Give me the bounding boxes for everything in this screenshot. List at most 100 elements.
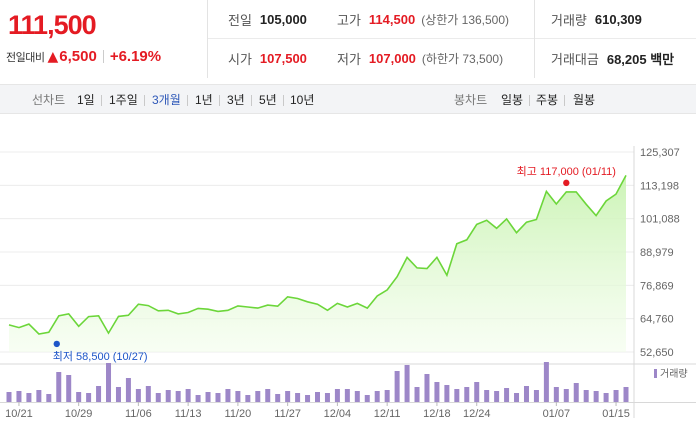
volume-bar (454, 389, 460, 402)
x-tick-label: 11/20 (225, 408, 252, 420)
volume-bar (175, 391, 181, 402)
tab-divider (251, 95, 252, 106)
tab-1day[interactable]: 1일 (77, 93, 95, 107)
tab-weekly-candle[interactable]: 주봉 (536, 93, 559, 107)
volume-bar (46, 394, 52, 402)
tab-3month[interactable]: 3개월 (152, 93, 181, 107)
price-line (8, 175, 627, 335)
volume-bar (56, 372, 62, 402)
volume-bar (603, 393, 609, 402)
volume-bar (444, 385, 450, 402)
volume-bar (165, 390, 171, 402)
volume-bar (295, 393, 301, 402)
line-chart-header: 선차트 (32, 93, 66, 107)
volume-bar (255, 391, 261, 402)
quote-row: 시가 107,500 저가 107,000 (하한가 73,500) 거래대금 … (208, 39, 696, 78)
trade-value-cell: 거래대금 68,205 백만 (534, 39, 674, 78)
up-arrow-icon: ▲ (47, 48, 59, 65)
open-label: 시가 (228, 52, 252, 67)
volume-bar (26, 393, 32, 402)
x-tick-label: 10/21 (5, 408, 33, 420)
change-label: 전일대비 (6, 50, 45, 64)
tab-divider (219, 95, 220, 106)
y-tick-label: 125,307 (640, 147, 680, 159)
price-area (9, 175, 626, 352)
tab-divider (564, 95, 565, 106)
volume-bar (613, 390, 619, 402)
y-tick-label: 113,198 (640, 180, 679, 192)
volume-bar (76, 392, 82, 402)
low-marker (53, 340, 60, 348)
high-annotation: 최고 117,000 (01/11) (517, 165, 616, 178)
trade-value-label: 거래대금 (551, 52, 599, 67)
volume-bar (155, 393, 161, 402)
volume-bar (305, 395, 311, 402)
y-tick-label: 52,650 (640, 347, 674, 359)
volume-bar (474, 382, 480, 402)
volume-bar (66, 375, 72, 402)
volume-bar (553, 387, 559, 402)
upper-limit: (상한가 136,500) (421, 13, 510, 27)
x-tick-label: 01/15 (602, 408, 630, 420)
tab-3year[interactable]: 3년 (227, 93, 245, 107)
price-chart: 거래량 125,307 113,198 101,088 88,979 76,869 64,… (0, 146, 696, 420)
change-row: 전일대비 ▲ 6,500 +6.19% (6, 48, 161, 65)
prev-close-cell: 전일 105,000 (228, 0, 307, 39)
volume-bar (265, 389, 271, 402)
prev-close-label: 전일 (228, 13, 252, 28)
volume-bar (215, 393, 221, 402)
volume-bar (36, 390, 42, 402)
high-value: 114,500 (368, 12, 416, 27)
y-tick-label: 88,979 (640, 247, 674, 259)
volume-bar (434, 382, 440, 402)
x-tick-label: 11/06 (125, 408, 152, 420)
tab-1year[interactable]: 1년 (195, 93, 213, 107)
volume-bar (135, 389, 141, 402)
volume-bar (543, 362, 549, 402)
volume-bar (494, 391, 500, 402)
volume-bar (145, 386, 151, 402)
divider (102, 50, 104, 63)
low-cell: 저가 107,000 (하한가 73,500) (337, 39, 503, 78)
volume-bar (16, 391, 22, 402)
volume-bar (504, 388, 510, 402)
volume-cell: 거래량 610,309 (534, 0, 642, 39)
quote-row: 전일 105,000 고가 114,500 (상한가 136,500) 거래량 … (208, 0, 696, 39)
volume-bar (414, 387, 420, 402)
volume-bar (573, 383, 579, 402)
volume-bar (125, 378, 131, 402)
tab-1week[interactable]: 1주일 (109, 93, 138, 107)
low-annotation: 최저 58,500 (10/27) (53, 350, 148, 363)
volume-bar (235, 391, 241, 402)
volume-bar (464, 387, 470, 402)
volume-label: 거래량 (551, 13, 587, 28)
volume-bar (523, 386, 529, 402)
volume-bar (344, 389, 350, 402)
tab-divider (187, 95, 188, 106)
tab-10year[interactable]: 10년 (290, 93, 315, 107)
candle-chart-header: 봉차트 (454, 93, 488, 107)
volume-bar (354, 391, 360, 402)
volume-bar (245, 395, 251, 402)
volume-bar (384, 390, 390, 402)
lower-limit: (하한가 73,500) (421, 52, 504, 66)
high-marker (563, 179, 570, 187)
tab-5year[interactable]: 5년 (259, 93, 277, 107)
high-label: 고가 (337, 13, 361, 28)
current-price: 111,500 (8, 10, 97, 40)
volume-bar (514, 393, 520, 402)
tab-daily-candle[interactable]: 일봉 (501, 93, 524, 107)
price-summary: 111,500 전일대비 ▲ 6,500 +6.19% (0, 0, 208, 78)
volume-bar (96, 386, 102, 402)
volume-bar (404, 365, 410, 402)
volume-bar (424, 374, 430, 402)
volume-bar (115, 387, 121, 402)
volume-legend-swatch (654, 369, 657, 378)
volume-bar (533, 390, 539, 402)
x-tick-label: 11/13 (175, 408, 202, 420)
volume-bar (195, 395, 201, 402)
quote-details: 전일 105,000 고가 114,500 (상한가 136,500) 거래량 … (208, 0, 696, 78)
tab-monthly-candle[interactable]: 월봉 (573, 93, 596, 107)
volume-bar (225, 389, 231, 402)
open-value: 107,500 (259, 51, 307, 66)
